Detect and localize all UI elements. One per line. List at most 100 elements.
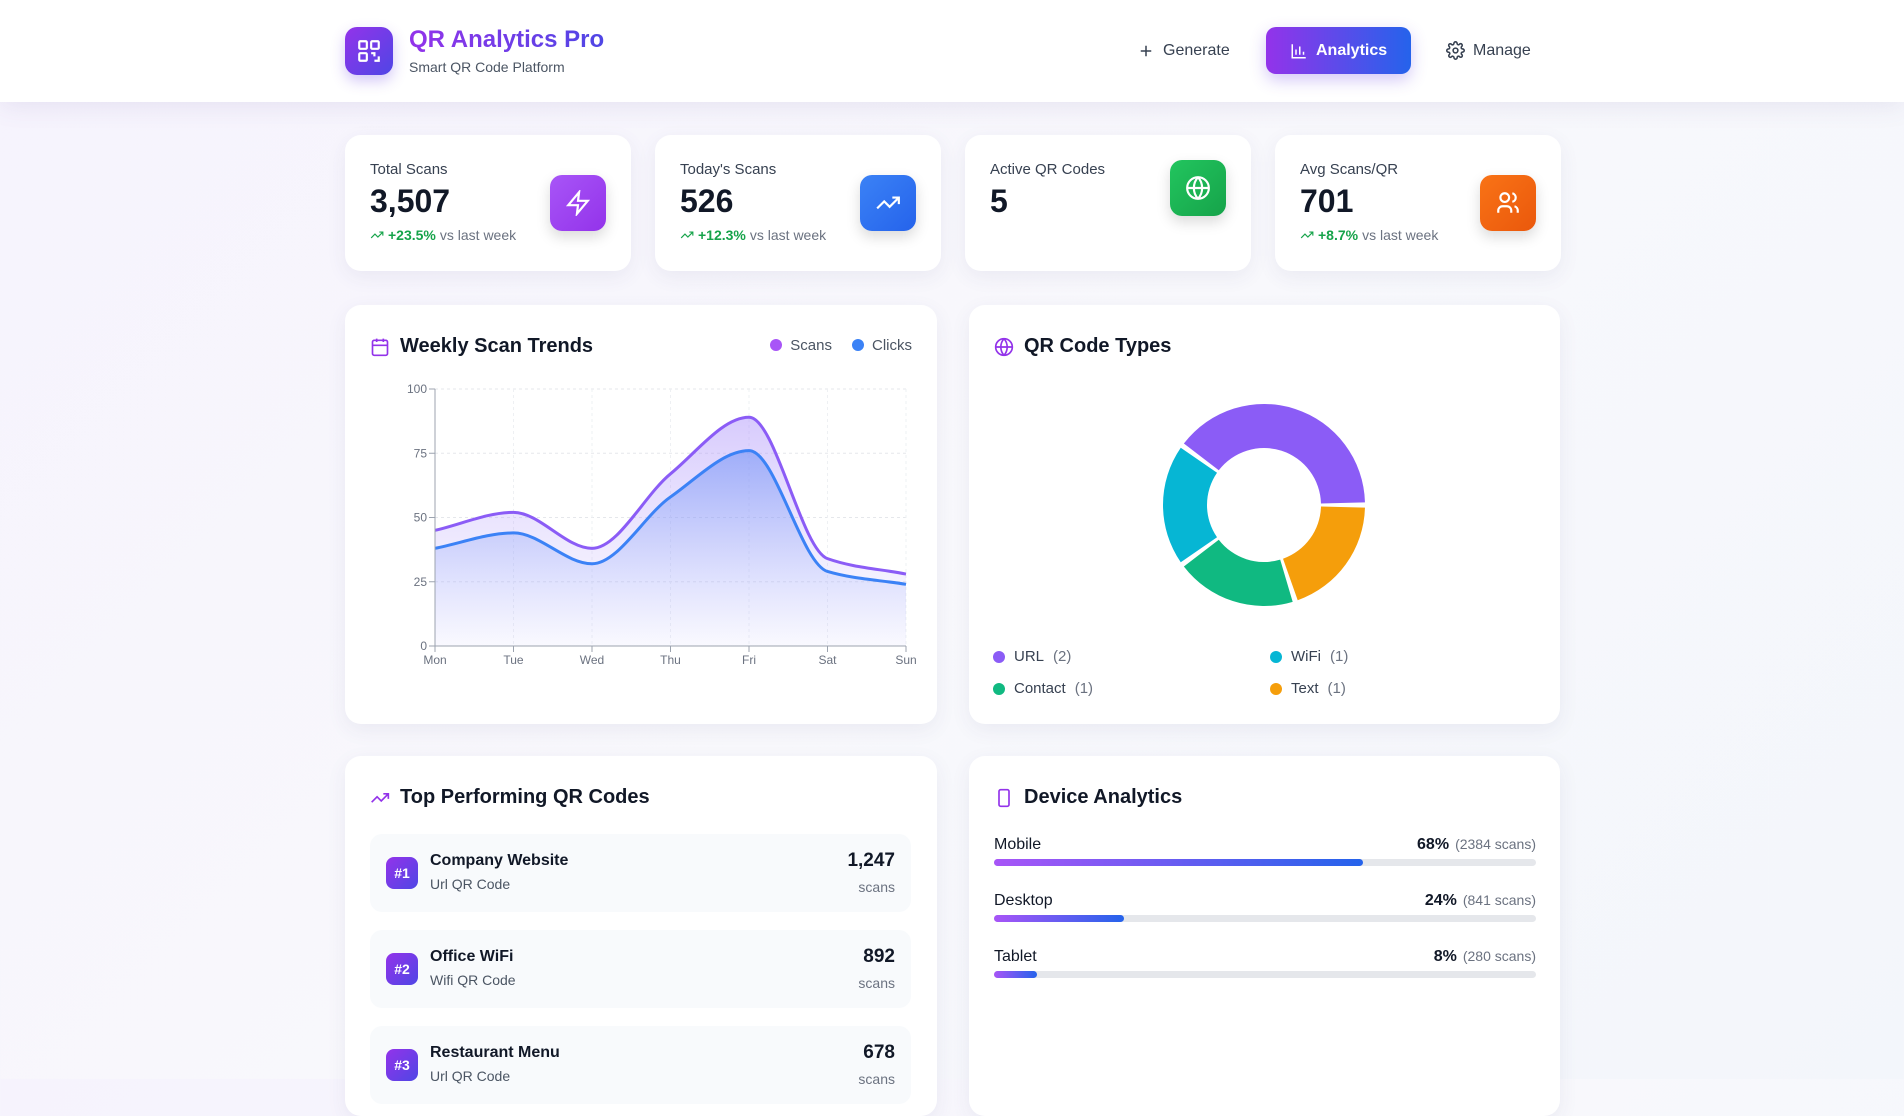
x-tick-label: Thu — [660, 653, 681, 667]
rank-badge: #2 — [386, 953, 418, 985]
top-qr-card: Top Performing QR Codes #1 Company Websit… — [345, 756, 937, 1116]
stat-card-todays-scans: Today's Scans 526 +12.3% vs last week — [655, 135, 941, 271]
users-icon — [1480, 175, 1536, 231]
scans-label: scans — [858, 879, 895, 895]
trending-up-icon — [680, 231, 694, 239]
qr-code-icon[interactable] — [345, 27, 393, 75]
scan-count: 678 — [863, 1042, 895, 1063]
qr-types-card: QR Code Types URL (2) WiFi (1) Contact (1) … — [969, 305, 1560, 724]
x-tick-label: Tue — [503, 653, 524, 667]
stat-label: Today's Scans — [680, 161, 777, 178]
slice-text[interactable] — [1283, 506, 1365, 601]
x-tick-label: Sun — [895, 653, 916, 667]
globe-icon — [994, 337, 1014, 356]
list-item[interactable]: #2 Office WiFi Wifi QR Code 892 scans — [370, 930, 911, 1008]
qr-type: Wifi QR Code — [430, 972, 516, 988]
y-tick-label: 50 — [414, 511, 428, 525]
stat-value: 5 — [990, 183, 1008, 219]
trending-up-icon — [370, 231, 384, 239]
device-percent: 8% (280 scans) — [1433, 948, 1536, 965]
legend-text: Text (1) — [1270, 680, 1346, 697]
device-progress-bar — [994, 915, 1536, 922]
line-scans — [434, 415, 907, 576]
scan-count: 892 — [863, 946, 895, 967]
qr-name: Restaurant Menu — [430, 1044, 560, 1061]
stat-change: +12.3% vs last week — [680, 227, 826, 243]
globe-icon — [1170, 160, 1226, 216]
area-clicks — [435, 450, 906, 646]
stat-label: Active QR Codes — [990, 161, 1106, 178]
stat-value: 701 — [1300, 183, 1354, 219]
trending-up-icon — [860, 175, 916, 231]
change-suffix: vs last week — [749, 227, 827, 243]
card-title: Top Performing QR Codes — [400, 786, 650, 808]
nav-label: Generate — [1163, 41, 1230, 59]
chart-legend: Scans Clicks — [770, 337, 912, 354]
legend-contact: Contact (1) — [993, 680, 1093, 697]
nav-generate[interactable]: Generate — [1137, 27, 1230, 74]
device-percent: 68% (2384 scans) — [1417, 836, 1536, 853]
rank-badge: #3 — [386, 1049, 418, 1081]
card-title: Device Analytics — [1024, 786, 1183, 808]
nav-label: Analytics — [1316, 41, 1388, 59]
card-title: QR Code Types — [1024, 335, 1172, 357]
stat-change: +8.7% vs last week — [1300, 227, 1438, 243]
slice-url[interactable] — [1183, 403, 1365, 504]
x-tick-label: Mon — [423, 653, 446, 667]
list-item[interactable]: #1 Company Website Url QR Code 1,247 scans — [370, 834, 911, 912]
device-row-desktop: Desktop 24% (841 scans) — [994, 892, 1536, 922]
zap-icon — [550, 175, 606, 231]
qr-name: Company Website — [430, 852, 569, 869]
list-item[interactable]: #3 Restaurant Menu Url QR Code 678 scans — [370, 1026, 911, 1104]
stat-value: 3,507 — [370, 183, 451, 219]
stat-label: Avg Scans/QR — [1300, 161, 1399, 178]
rank-badge: #1 — [386, 857, 418, 889]
change-value: +12.3% — [698, 227, 746, 243]
slice-wifi[interactable] — [1163, 447, 1218, 563]
device-percent: 24% (841 scans) — [1424, 892, 1536, 909]
legend-scans[interactable]: Scans — [770, 337, 832, 354]
top-header: QR Analytics Pro Smart QR Code Platform … — [0, 0, 1904, 102]
device-label: Mobile — [994, 836, 1042, 853]
trending-up-icon — [371, 792, 390, 803]
app-title: QR Analytics Pro — [409, 26, 605, 53]
legend-clicks[interactable]: Clicks — [852, 337, 912, 354]
qr-type: Url QR Code — [430, 1068, 511, 1084]
app-subtitle: Smart QR Code Platform — [409, 59, 565, 75]
bar-chart-icon — [1291, 43, 1306, 58]
scan-count: 1,247 — [847, 850, 895, 871]
change-suffix: vs last week — [1362, 227, 1439, 243]
x-tick-label: Sat — [818, 653, 837, 667]
device-label: Tablet — [994, 948, 1037, 965]
calendar-icon — [371, 338, 389, 356]
slice-contact[interactable] — [1183, 539, 1293, 606]
weekly-area-chart: 0 25 50 75 100 Mon Tue Wed Thu Fri Sat Sun — [407, 382, 917, 667]
nav-manage[interactable]: Manage — [1446, 27, 1531, 74]
weekly-trends-card: Weekly Scan Trends Scans Clicks 0 25 50 75 1… — [345, 305, 937, 724]
legend-wifi: WiFi (1) — [1270, 648, 1348, 665]
qr-type: Url QR Code — [430, 876, 511, 892]
stat-card-avg-scans: Avg Scans/QR 701 +8.7% vs last week — [1275, 135, 1561, 271]
y-tick-label: 100 — [407, 382, 427, 396]
x-tick-label: Wed — [580, 653, 604, 667]
y-tick-label: 75 — [414, 446, 428, 460]
device-label: Desktop — [994, 892, 1053, 909]
stat-change: +23.5% vs last week — [370, 227, 516, 243]
nav-label: Manage — [1473, 41, 1531, 59]
stat-value: 526 — [680, 183, 734, 219]
nav-analytics[interactable]: Analytics — [1266, 27, 1412, 74]
line-clicks — [434, 449, 907, 586]
gear-icon — [1446, 41, 1465, 60]
y-tick-label: 25 — [414, 575, 428, 589]
device-analytics-card: Device Analytics Mobile 68% (2384 scans) … — [969, 756, 1560, 1116]
device-progress-bar — [994, 971, 1536, 978]
device-row-tablet: Tablet 8% (280 scans) — [994, 948, 1536, 978]
qr-name: Office WiFi — [430, 948, 514, 965]
change-suffix: vs last week — [439, 227, 517, 243]
scans-label: scans — [858, 975, 895, 991]
stat-label: Total Scans — [370, 161, 448, 178]
stat-card-total-scans: Total Scans 3,507 +23.5% vs last week — [345, 135, 631, 271]
change-value: +23.5% — [388, 227, 436, 243]
legend-url: URL (2) — [993, 648, 1071, 665]
change-value: +8.7% — [1318, 227, 1359, 243]
